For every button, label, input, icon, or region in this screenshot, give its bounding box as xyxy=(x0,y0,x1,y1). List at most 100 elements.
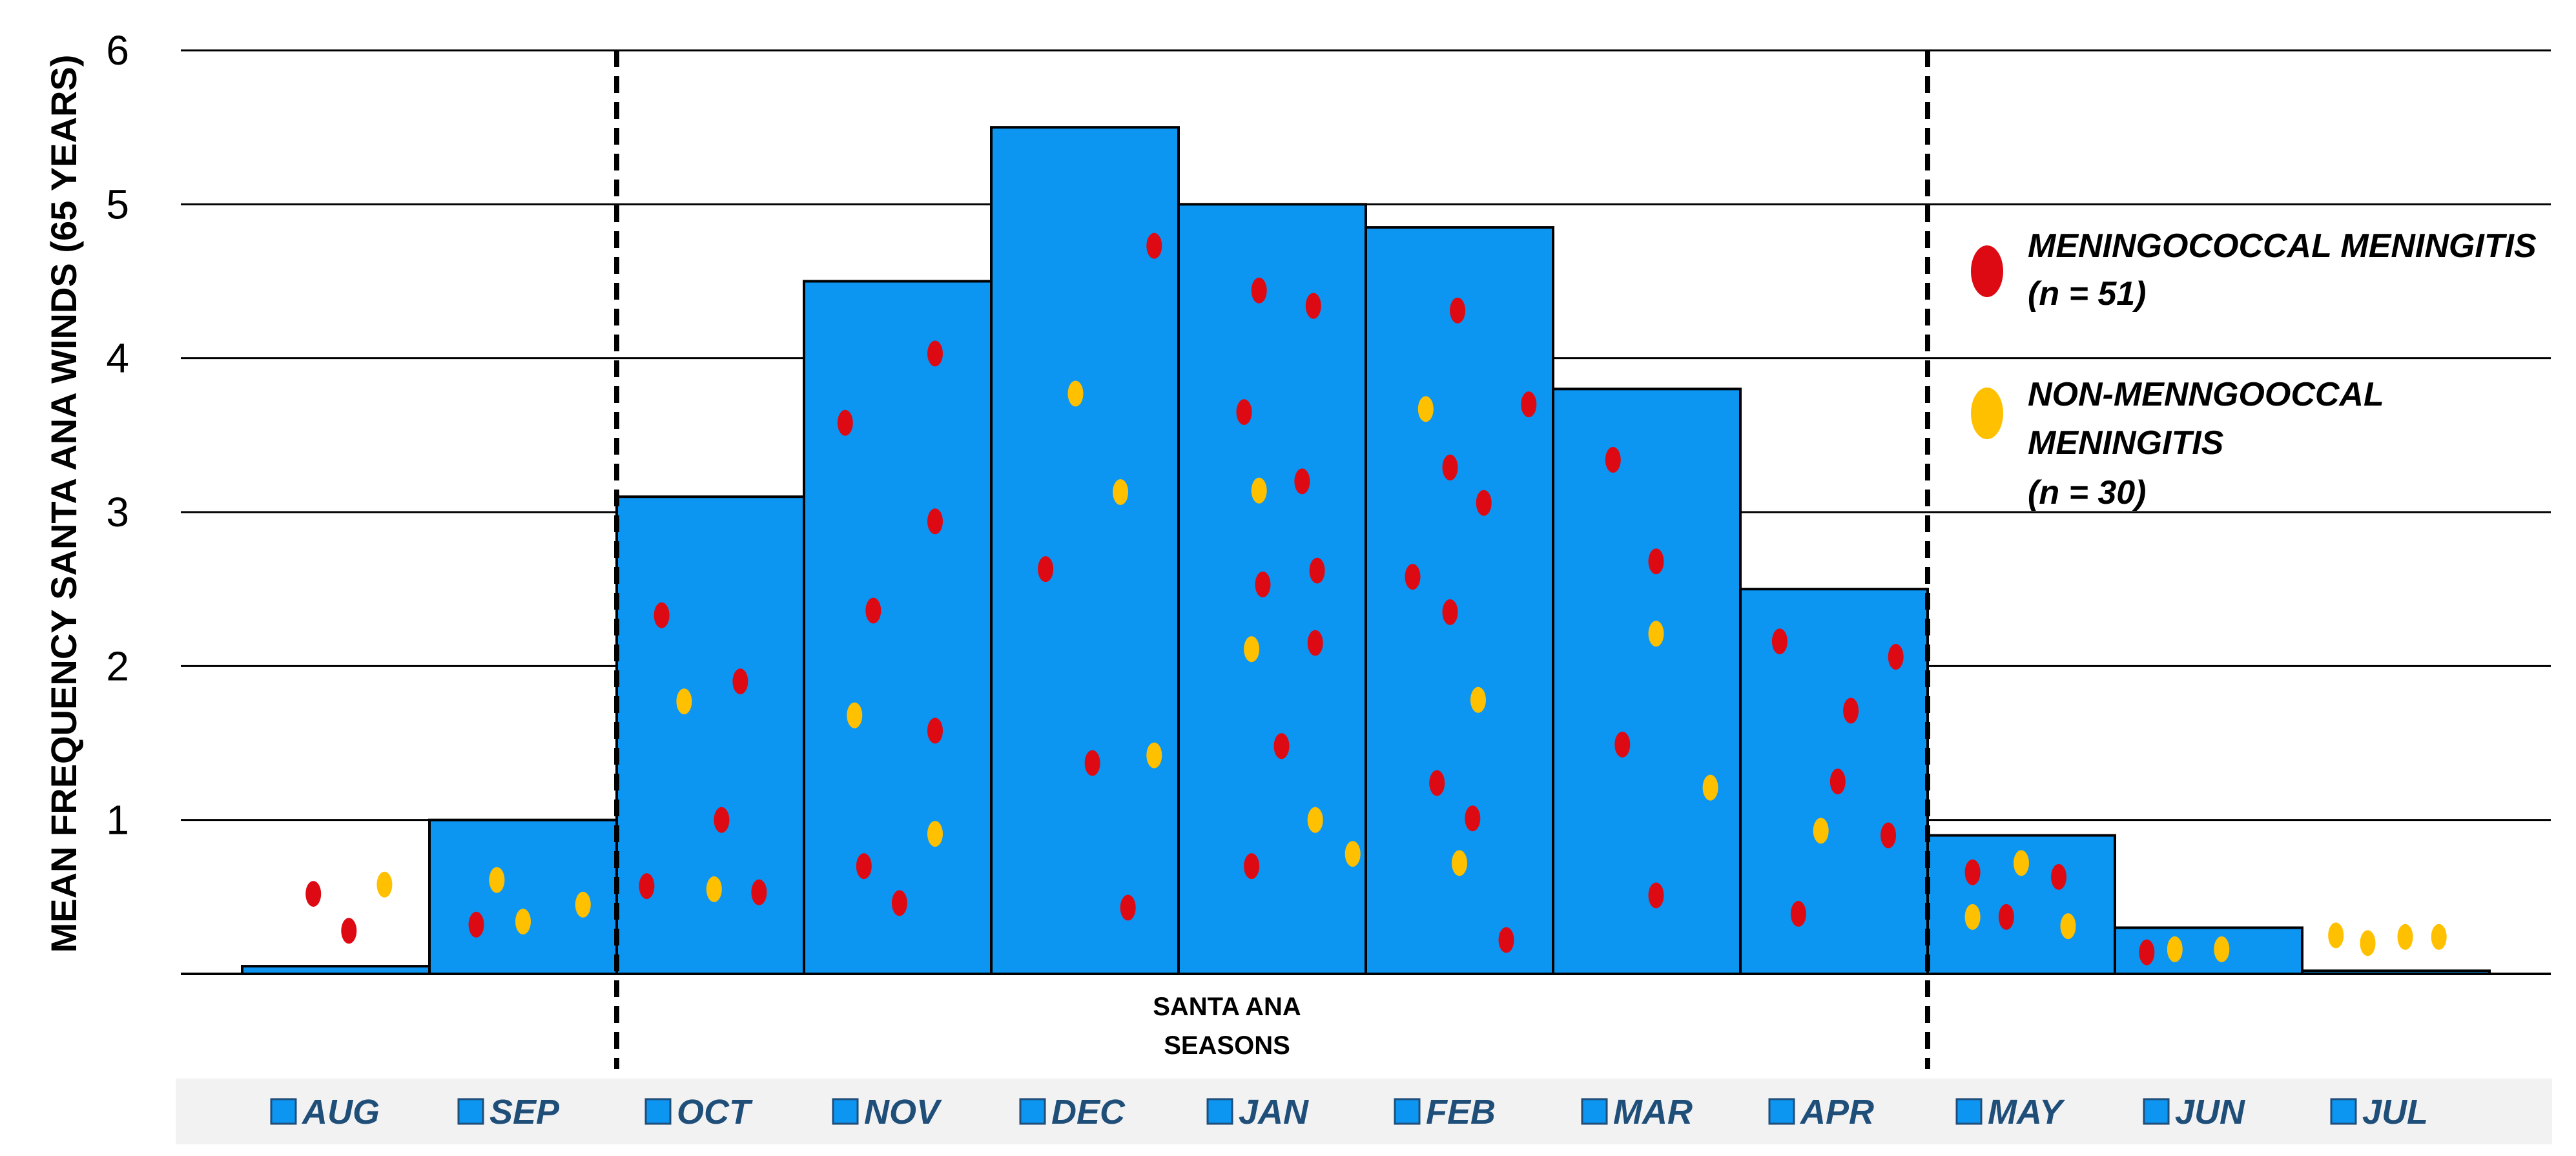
meningococcal-case-dot xyxy=(865,597,881,624)
y-tick-label: 3 xyxy=(106,489,129,535)
meningococcal-case-dot xyxy=(1888,644,1904,670)
x-category-swatch xyxy=(270,1098,297,1125)
legend-label-meningococcal-line1: MENINGOCOCCAL MENINGITIS xyxy=(2028,227,2537,265)
non-meningococcal-case-dot xyxy=(1648,621,1664,647)
x-category-swatch xyxy=(1768,1098,1795,1125)
x-category-swatch xyxy=(644,1098,672,1125)
non-meningococcal-case-dot xyxy=(2431,924,2447,950)
meningococcal-case-dot xyxy=(2051,863,2066,890)
y-axis-label: MEAN FREQUENCY SANTA ANA WINDS (65 YEARS… xyxy=(43,55,84,953)
meningococcal-case-dot xyxy=(1146,232,1162,259)
non-meningococcal-case-dot xyxy=(2060,913,2076,940)
meningococcal-case-dot xyxy=(1307,630,1323,656)
meningococcal-case-dot xyxy=(1771,628,1788,655)
meningococcal-case-dot xyxy=(927,508,943,535)
meningococcal-case-dot xyxy=(1236,399,1252,426)
meningococcal-case-dot xyxy=(1273,733,1290,759)
y-tick-label: 2 xyxy=(106,643,129,689)
non-meningococcal-case-dot xyxy=(2214,936,2230,962)
meningococcal-case-dot xyxy=(1829,769,1846,795)
meningococcal-case-dot xyxy=(1251,277,1267,304)
bar-nov xyxy=(803,280,993,975)
x-category-sep: SEP xyxy=(457,1093,560,1131)
legend-label-meningococcal-line2: (n = 51) xyxy=(2028,275,2147,313)
meningococcal-case-dot xyxy=(1405,564,1421,590)
meningococcal-case-dot xyxy=(1429,770,1445,796)
non-meningococcal-case-dot xyxy=(847,702,863,728)
meningococcal-case-dot xyxy=(927,340,943,367)
meningococcal-case-dot xyxy=(1648,882,1664,909)
x-category-jan: JAN xyxy=(1206,1093,1309,1131)
x-category-label: MAR xyxy=(1613,1093,1693,1131)
non-meningococcal-case-dot xyxy=(575,891,591,918)
non-meningococcal-case-dot xyxy=(1452,850,1467,876)
x-category-label: OCT xyxy=(677,1093,753,1131)
legend-label-non-meningococcal-line1: NON-MENNGOOCCAL xyxy=(2028,376,2384,413)
x-category-swatch xyxy=(1955,1098,1983,1125)
x-category-aug: AUG xyxy=(270,1093,380,1131)
season-label-line1: SANTA ANA xyxy=(1153,993,1301,1021)
non-meningococcal-case-dot xyxy=(1146,742,1162,769)
meningococcal-case-dot xyxy=(1309,557,1325,584)
meningococcal-case-dot xyxy=(1843,697,1859,724)
legend-label-non-meningococcal-line3: (n = 30) xyxy=(2028,474,2147,511)
bar-jan xyxy=(1177,203,1367,975)
meningococcal-case-dot xyxy=(714,807,730,833)
meningococcal-case-dot xyxy=(1465,805,1481,832)
meningococcal-case-dot xyxy=(837,409,853,436)
x-category-swatch xyxy=(1206,1098,1233,1125)
non-meningococcal-case-dot xyxy=(376,871,393,898)
case-dots xyxy=(305,232,2447,965)
non-meningococcal-case-dot xyxy=(1813,818,1829,844)
meningococcal-case-dot xyxy=(1244,853,1260,880)
meningococcal-case-dot xyxy=(891,890,907,916)
meningococcal-case-dot xyxy=(1964,859,1981,885)
non-meningococcal-case-dot xyxy=(2360,930,2376,956)
meningococcal-case-dot xyxy=(1442,454,1458,480)
non-meningococcal-case-dot xyxy=(1702,774,1718,801)
legend-label-non-meningococcal-line2: MENINGITIS xyxy=(2028,424,2224,462)
y-axis-ticks: 1 2 3 4 5 6 xyxy=(106,27,129,843)
meningococcal-case-dot xyxy=(1605,446,1621,473)
y-tick-label: 1 xyxy=(106,797,129,843)
x-category-label: AUG xyxy=(301,1093,380,1131)
non-meningococcal-case-dot xyxy=(1067,380,1084,407)
meningococcal-case-dot xyxy=(1648,548,1664,575)
bar-feb xyxy=(1365,226,1554,975)
x-category-jun: JUN xyxy=(2143,1093,2245,1131)
meningococcal-case-dot xyxy=(1790,901,1806,927)
non-meningococcal-case-dot xyxy=(2397,924,2413,950)
meningococcal-case-dot xyxy=(1294,468,1310,495)
non-meningococcal-case-dot xyxy=(1244,636,1260,663)
non-meningococcal-case-dot xyxy=(2167,936,2183,962)
x-category-swatch xyxy=(2330,1098,2357,1125)
y-tick-label: 4 xyxy=(106,335,129,382)
x-category-swatch xyxy=(2143,1098,2170,1125)
non-meningococcal-case-dot xyxy=(2014,850,2029,876)
non-meningococcal-case-dot xyxy=(2328,922,2344,949)
x-category-oct: OCT xyxy=(644,1093,753,1131)
x-category-label: NOV xyxy=(864,1093,942,1131)
meningococcal-case-dot xyxy=(2139,939,2155,965)
non-meningococcal-case-dot xyxy=(1307,807,1323,833)
meningococcal-case-dot xyxy=(1038,556,1054,583)
x-category-feb: FEB xyxy=(1394,1093,1496,1131)
non-meningococcal-case-dot xyxy=(927,821,943,847)
meningococcal-case-dot xyxy=(639,873,655,900)
meningococcal-case-dot xyxy=(1614,731,1631,758)
x-category-label: FEB xyxy=(1426,1093,1496,1131)
x-category-swatch xyxy=(1581,1098,1608,1125)
x-category-nov: NOV xyxy=(832,1093,942,1131)
meningococcal-case-dot xyxy=(305,881,322,907)
non-meningococcal-case-dot xyxy=(1417,396,1434,422)
meningococcal-case-dot xyxy=(341,918,357,944)
x-category-may: MAY xyxy=(1955,1093,2066,1131)
x-category-label: JUL xyxy=(2362,1093,2428,1131)
bar-mar xyxy=(1552,387,1742,975)
x-category-dec: DEC xyxy=(1019,1093,1126,1131)
y-tick-label: 5 xyxy=(106,181,129,227)
x-category-label: JAN xyxy=(1239,1093,1309,1131)
x-category-label: MAY xyxy=(1988,1093,2066,1131)
season-dividers xyxy=(614,50,1930,1069)
legend-marker-meningococcal xyxy=(1971,245,2003,297)
